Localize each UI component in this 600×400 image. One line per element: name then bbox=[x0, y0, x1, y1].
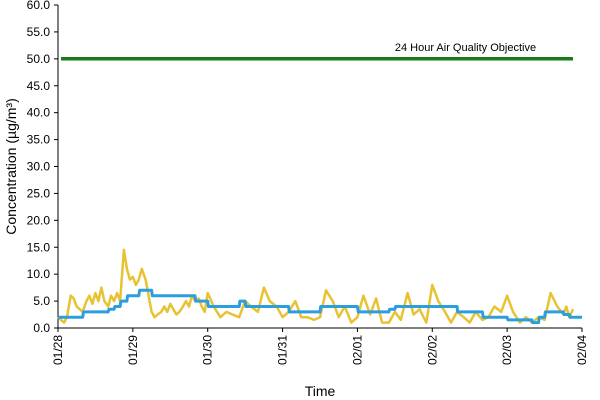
y-axis: 0.0 5.0 10.0 15.0 20.0 25.0 30.0 35.0 40.0 45.0 50… bbox=[27, 0, 59, 335]
x-tick-label: 01/28 bbox=[51, 335, 65, 365]
x-tick-label: 02/02 bbox=[425, 335, 439, 365]
x-tick-label: 02/01 bbox=[350, 335, 364, 365]
x-tick-label: 01/30 bbox=[201, 335, 215, 365]
y-tick-label: 20.0 bbox=[27, 213, 51, 227]
y-tick-label: 40.0 bbox=[27, 106, 51, 120]
x-tick-label: 01/29 bbox=[126, 335, 140, 365]
x-axis: 01/28 01/29 01/30 01/31 02/01 02/02 02/03 02/04 bbox=[51, 327, 589, 365]
y-tick-label: 60.0 bbox=[27, 0, 51, 12]
y-tick-label: 50.0 bbox=[27, 52, 51, 66]
blue-series-line bbox=[58, 288, 582, 325]
y-tick-label: 35.0 bbox=[27, 133, 51, 147]
y-tick-label: 25.0 bbox=[27, 186, 51, 200]
y-axis-title: Concentration (µg/m³) bbox=[3, 98, 19, 234]
objective-annotation: 24 Hour Air Quality Objective bbox=[395, 42, 536, 54]
x-axis-title: Time bbox=[305, 383, 336, 399]
series-layer bbox=[57, 57, 582, 325]
y-tick-label: 15.0 bbox=[27, 240, 51, 254]
y-tick-label: 45.0 bbox=[27, 79, 51, 93]
x-tick-label: 02/03 bbox=[500, 335, 514, 365]
x-tick-label: 02/04 bbox=[575, 335, 589, 365]
y-tick-label: 5.0 bbox=[33, 294, 50, 308]
y-tick-label: 55.0 bbox=[27, 25, 51, 39]
y-tick-label: 30.0 bbox=[27, 160, 51, 174]
y-tick-label: 0.0 bbox=[33, 321, 50, 335]
y-tick-label: 10.0 bbox=[27, 267, 51, 281]
x-tick-label: 01/31 bbox=[276, 335, 290, 365]
